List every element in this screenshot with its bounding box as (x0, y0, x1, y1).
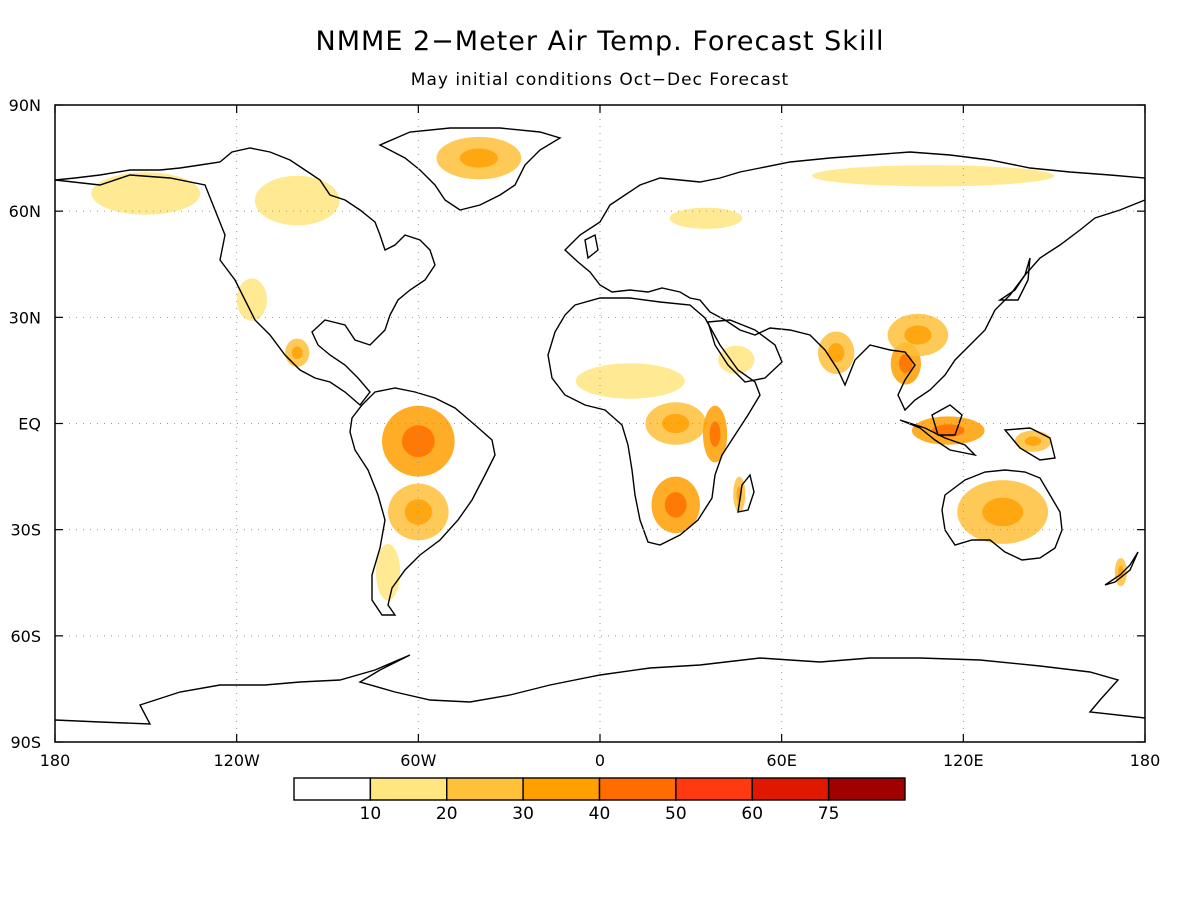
coastline-uk (584, 233, 599, 260)
lon-label: 120E (943, 751, 984, 770)
colorbar-label: 40 (589, 804, 611, 824)
skill-core-southern-africa (664, 492, 687, 518)
skill-core-southeast-asia (898, 353, 913, 373)
coastline-australia (941, 469, 1063, 561)
lon-label: 0 (595, 751, 605, 770)
coastline-europe-asia (563, 151, 1145, 412)
map-title: NMME 2−Meter Air Temp. Forecast Skill (315, 26, 885, 57)
skill-region-russia-west (669, 207, 743, 229)
colorbar-swatch (827, 777, 906, 801)
colorbar-label: 10 (360, 804, 382, 824)
colorbar-swatch (675, 777, 753, 801)
colorbar: 10 20 30 40 50 60 75 (293, 777, 906, 824)
plot-frame (54, 104, 1146, 743)
coastline-new-zealand (1104, 551, 1139, 586)
skill-core-new-guinea (1024, 436, 1042, 446)
lat-label: 90S (10, 733, 41, 752)
skill-core-mexico (291, 346, 303, 360)
lat-label: 30S (10, 521, 41, 540)
coastline-layer (55, 127, 1145, 725)
skill-region-arabia (718, 345, 755, 374)
colorbar-swatch (293, 777, 372, 801)
lat-label: 60N (9, 202, 41, 221)
skill-region-alaska (91, 172, 201, 215)
skill-core-indonesia (931, 424, 965, 437)
coastline-antarctica (55, 654, 1145, 725)
coastline-madagascar (737, 473, 755, 513)
coastline-indonesia (899, 404, 1056, 461)
coastline-south-america (349, 387, 496, 616)
colorbar-label: 30 (512, 804, 534, 824)
colorbar-swatch (598, 777, 677, 801)
coastline-greenland (378, 127, 562, 211)
skill-region-siberia-north (811, 165, 1055, 187)
coastline-north-america (55, 147, 436, 407)
skill-region-sahel (575, 363, 685, 399)
skill-region-northern-canada (254, 175, 340, 226)
coastline-arabia (707, 319, 783, 383)
lat-label: 30N (9, 308, 41, 327)
gridlines (55, 105, 1145, 742)
colorbar-swatch (369, 777, 448, 801)
skill-core-east-africa (709, 421, 721, 447)
skill-core-india (827, 343, 845, 363)
colorbar-label: 60 (741, 804, 763, 824)
skill-core-australia (982, 497, 1024, 527)
lon-label: 60W (400, 751, 436, 770)
skill-core-central-africa (662, 413, 690, 434)
lon-label: 60E (766, 751, 796, 770)
colorbar-swatch (446, 777, 524, 801)
colorbar-swatch (522, 777, 601, 801)
map-subtitle: May initial conditions Oct−Dec Forecast (410, 70, 790, 90)
lat-label: 90N (9, 96, 41, 115)
lat-label: EQ (18, 415, 41, 434)
skill-region-western-us (236, 278, 267, 321)
lon-label: 180 (40, 751, 71, 770)
colorbar-swatch (751, 777, 830, 801)
lon-label: 120W (213, 751, 260, 770)
colorbar-label: 20 (436, 804, 458, 824)
skill-core-southern-china (904, 325, 932, 345)
skill-region-patagonia (375, 543, 401, 601)
lat-label: 60S (10, 627, 41, 646)
skill-core-greenland (459, 148, 498, 168)
coastline-japan (997, 257, 1031, 301)
lon-label: 180 (1130, 751, 1161, 770)
colorbar-label: 50 (665, 804, 687, 824)
colorbar-label: 75 (818, 804, 840, 824)
